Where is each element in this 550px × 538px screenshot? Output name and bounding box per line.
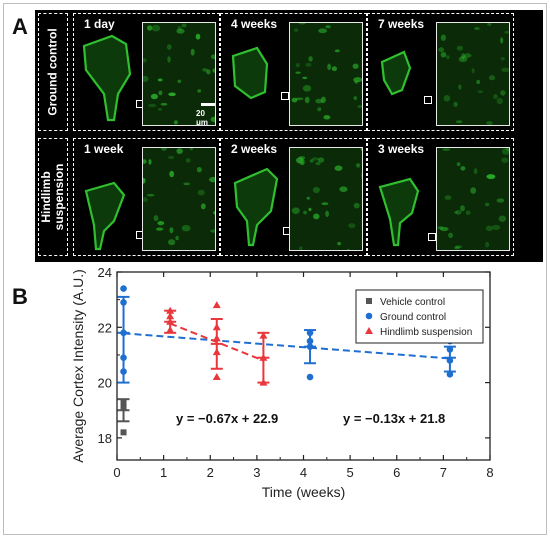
hindlimb-point [212, 323, 221, 331]
hindlimb-point [166, 326, 175, 334]
x-axis-label: Time (weeks) [262, 484, 346, 500]
roi-box [281, 92, 289, 100]
legend: Vehicle control Ground control Hindlimb su… [355, 289, 484, 344]
hindlimb-point [212, 348, 221, 356]
micrograph-cell: 1 day 20 μm [73, 13, 220, 131]
x-tick-label: 5 [347, 465, 354, 480]
fit-equation: y = −0.67x + 22.9 [176, 411, 278, 426]
x-tick-label: 3 [253, 465, 260, 480]
timepoint-label: 1 day [84, 17, 115, 31]
ground-point [120, 299, 127, 306]
micrograph-cell: 2 weeks [220, 138, 367, 256]
ground-point [446, 370, 454, 378]
vehicle-point [120, 398, 127, 405]
row-label-hindlimb-suspension: Hindlimb suspension [38, 138, 68, 256]
legend-marker [365, 327, 373, 334]
hindlimb-point [259, 331, 268, 339]
hindlimb-point [212, 334, 221, 342]
hindlimb-point [212, 373, 221, 381]
zoomed-inset [289, 22, 363, 126]
hindlimb-point [259, 378, 268, 386]
hindlimb-point [259, 353, 268, 361]
roi-box [428, 233, 436, 241]
zoomed-inset: 20 μm [142, 22, 216, 126]
legend-label: Ground control [380, 312, 446, 323]
ground-point [446, 346, 454, 353]
fit-equation: y = −0.13x + 21.8 [343, 411, 445, 426]
bone-section-image [82, 34, 132, 122]
vehicle-point [120, 404, 127, 411]
legend-marker [366, 298, 372, 304]
x-tick-label: 6 [393, 465, 400, 480]
row-label-ground-control: Ground control [38, 13, 68, 131]
chart-axes: 0 1 2 3 4 5 6 7 8 18 20 22 24 Time (weeks) Average Cor… [70, 265, 494, 500]
y-tick-label: 22 [98, 320, 112, 335]
zoomed-inset [142, 147, 216, 251]
y-axis-label: Average Cortex Intensity (A.U.) [70, 269, 86, 462]
scale-bar-label: 20 μm [196, 109, 209, 126]
ground-point [446, 357, 454, 364]
legend-label: Vehicle control [380, 297, 445, 308]
x-tick-label: 4 [300, 465, 307, 480]
legend-box [355, 289, 484, 344]
bone-section-image [231, 46, 269, 100]
timepoint-label: 1 week [84, 142, 124, 156]
micrograph-panel: Ground control Hindlimb suspension 1 day 2… [35, 10, 543, 262]
bone-section-image [380, 50, 412, 96]
ground-point [120, 285, 127, 292]
timepoint-label: 7 weeks [378, 17, 425, 31]
x-tick-label: 1 [160, 465, 167, 480]
y-tick-label: 18 [98, 431, 112, 446]
ground-point [306, 373, 314, 381]
hindlimb-point [166, 306, 175, 314]
roi-box [424, 96, 432, 104]
micrograph-cell: 7 weeks [367, 13, 514, 131]
bone-section-image [84, 181, 126, 251]
micrograph-cell: 3 weeks [367, 138, 514, 256]
zoomed-inset [289, 147, 363, 251]
ground-point [306, 337, 314, 345]
zoomed-inset [436, 22, 510, 126]
panel-b-letter: B [12, 284, 28, 309]
scale-bar [201, 103, 215, 106]
zoomed-inset [436, 147, 510, 251]
timepoint-label: 4 weeks [231, 17, 278, 31]
x-tick-label: 8 [486, 465, 493, 480]
timepoint-label: 3 weeks [378, 142, 425, 156]
x-tick-label: 7 [440, 465, 447, 480]
ground-point [120, 368, 127, 375]
hindlimb-point [212, 301, 221, 309]
x-tick-label: 2 [207, 465, 214, 480]
bone-section-image [378, 177, 420, 247]
legend-marker [365, 312, 373, 320]
ground-point [120, 354, 127, 362]
figure-frame [3, 3, 547, 535]
ground-point [306, 329, 314, 337]
y-tick-label: 24 [98, 265, 112, 280]
hindlimb-point [166, 317, 175, 325]
micrograph-cell: 4 weeks [220, 13, 367, 131]
y-tick-label: 20 [98, 376, 112, 391]
micrograph-cell: 1 week [73, 138, 220, 256]
ground-point [306, 343, 314, 350]
bone-section-image [233, 167, 279, 247]
legend-label: Hindlimb suspension [380, 327, 472, 338]
timepoint-label: 2 weeks [231, 142, 278, 156]
panel-a-letter: A [12, 14, 28, 39]
x-tick-label: 0 [113, 465, 120, 480]
ground-point [120, 329, 127, 337]
data-points [120, 285, 454, 436]
vehicle-point [120, 429, 127, 436]
annotations: y = −0.67x + 22.9 y = −0.13x + 21.8 [176, 411, 445, 426]
hindlimb-point [166, 312, 175, 320]
